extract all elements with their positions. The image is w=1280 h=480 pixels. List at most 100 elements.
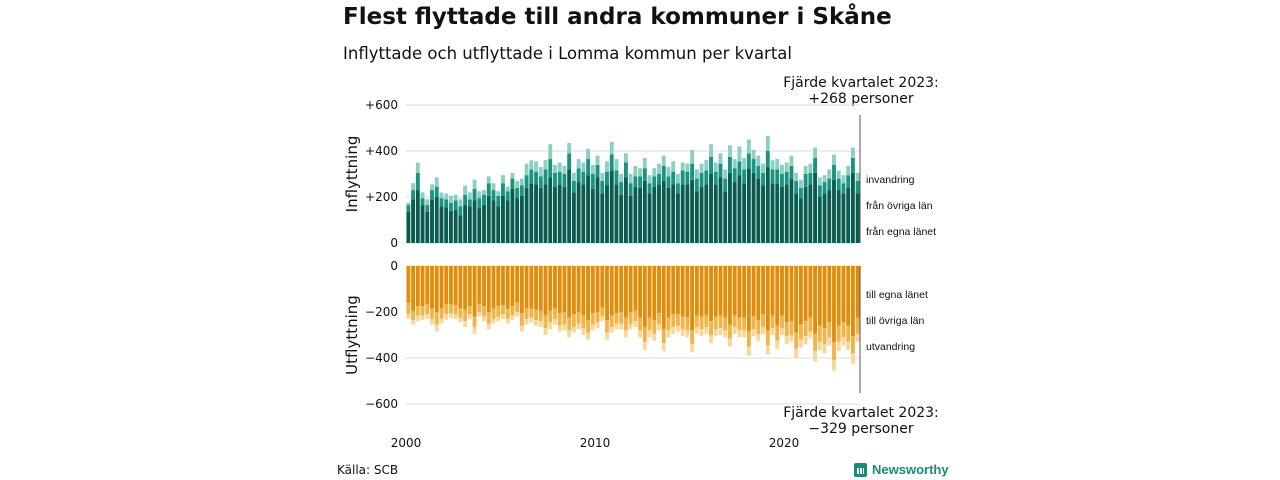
bar-segment	[652, 186, 657, 243]
bar-segment	[605, 332, 609, 340]
bar-segment	[675, 266, 680, 315]
bar-segment	[770, 183, 775, 243]
bar-segment	[694, 169, 699, 179]
series-label: till övriga län	[866, 315, 925, 327]
bar-segment	[685, 163, 690, 172]
bar-segment	[751, 266, 756, 317]
bar-segment	[775, 266, 780, 326]
bar-segment	[728, 266, 732, 325]
bar-segment	[803, 321, 808, 337]
bar-segment	[746, 139, 751, 154]
bar-segment	[732, 182, 737, 243]
bar-segment	[846, 175, 851, 188]
bar-segment	[420, 205, 425, 243]
bar-segment	[614, 170, 619, 185]
bar-segment	[562, 165, 567, 174]
bar-segment	[827, 169, 832, 179]
bar-segment	[505, 200, 510, 243]
bar-segment	[562, 174, 567, 187]
bar-segment	[652, 168, 657, 177]
bar-segment	[425, 211, 430, 243]
bar-segment	[415, 190, 420, 243]
bar-segment	[600, 316, 605, 322]
bar-segment	[515, 312, 520, 317]
bar-segment	[524, 163, 529, 176]
bar-segment	[467, 192, 472, 200]
bar-segment	[567, 317, 572, 331]
bar-segment	[562, 324, 567, 331]
bar-segment	[444, 199, 449, 208]
bar-segment	[638, 176, 643, 188]
bar-segment	[425, 205, 430, 212]
bar-segment	[501, 195, 505, 243]
bar-segment	[666, 187, 671, 243]
bar-segment	[444, 266, 449, 304]
bar-segment	[798, 266, 803, 325]
x-tick-label: 2010	[580, 436, 611, 450]
bar-segment	[562, 186, 567, 243]
bar-segment	[713, 329, 718, 337]
bar-segment	[411, 310, 416, 321]
bar-segment	[794, 348, 799, 358]
bar-segment	[652, 176, 657, 187]
bar-segment	[803, 336, 808, 345]
bar-segment	[784, 171, 789, 185]
bar-segment	[798, 339, 803, 348]
bar-segment	[472, 266, 477, 317]
bar-segment	[519, 266, 524, 314]
bar-segment	[467, 314, 472, 319]
bar-segment	[463, 205, 468, 243]
bar-segment	[633, 165, 638, 177]
bar-segment	[472, 179, 477, 189]
bar-segment	[430, 266, 434, 309]
bar-segment	[666, 266, 671, 318]
bar-segment	[557, 171, 562, 185]
bar-segment	[623, 330, 628, 338]
bar-segment	[458, 215, 463, 243]
bar-segment	[434, 177, 439, 187]
bar-segment	[638, 317, 643, 331]
bar-segment	[850, 147, 855, 158]
y-tick-label: +200	[365, 190, 398, 204]
bar-segment	[543, 328, 548, 335]
bar-segment	[586, 266, 591, 321]
bar-segment	[534, 320, 538, 326]
bar-segment	[501, 183, 505, 196]
bar-segment	[694, 326, 699, 334]
bar-segment	[746, 331, 751, 347]
bar-segment	[827, 178, 832, 191]
bar-segment	[524, 175, 529, 188]
bar-segment	[557, 266, 562, 314]
bar-segment	[699, 316, 704, 330]
bar-segment	[657, 163, 661, 174]
newsworthy-logo[interactable]: Newsworthy	[854, 462, 949, 477]
bar-segment	[553, 186, 557, 243]
bar-segment	[642, 341, 647, 350]
bar-segment	[723, 330, 728, 338]
bar-segment	[813, 147, 818, 158]
bar-segment	[600, 180, 605, 194]
bar-segment	[538, 321, 543, 327]
annotation-bottom-line1: Fjärde kvartalet 2023:	[783, 405, 939, 421]
bar-segment	[685, 171, 690, 185]
bar-segment	[723, 169, 728, 179]
bar-segment	[571, 172, 576, 181]
bar-segment	[619, 312, 624, 324]
bar-segment	[557, 325, 562, 332]
bar-segment	[524, 308, 529, 319]
bar-segment	[822, 266, 827, 329]
bar-segment	[595, 266, 600, 312]
bar-segment	[534, 309, 538, 321]
bar-segment	[548, 159, 553, 178]
bar-segment	[567, 330, 572, 338]
bar-segment	[680, 170, 685, 185]
bar-segment	[638, 187, 643, 243]
bar-segment	[491, 308, 496, 319]
y-axis-title-inflyttning: Inflyttning	[343, 136, 361, 213]
bar-segment	[633, 266, 638, 311]
bar-segment	[742, 169, 747, 184]
bar-segment	[439, 266, 444, 309]
bar-segment	[567, 142, 572, 154]
bar-segment	[704, 170, 709, 185]
